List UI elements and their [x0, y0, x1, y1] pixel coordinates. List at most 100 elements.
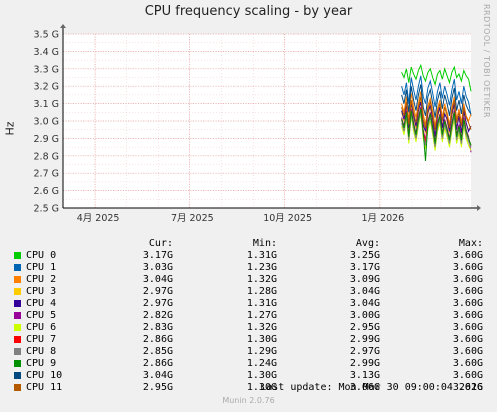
legend-name: CPU 8: [26, 346, 57, 357]
munin-version: Munin 2.0.76: [222, 396, 275, 405]
legend-name: CPU 2: [26, 274, 57, 285]
legend-cur: 2.83G: [142, 322, 173, 333]
x-tick-label: 7月 2025: [171, 213, 214, 224]
legend-swatch: [14, 336, 21, 343]
legend-name: CPU 0: [26, 250, 57, 261]
legend-name: CPU 6: [26, 322, 57, 333]
legend-min: 1.24G: [246, 358, 277, 369]
legend-max: 3.60G: [452, 334, 483, 345]
y-tick-label: 3.2 G: [34, 82, 60, 93]
rrdtool-credit: RRDTOOL / TOBI OETIKER: [482, 4, 491, 119]
series-line: [401, 63, 472, 92]
legend-name: CPU 4: [26, 298, 57, 309]
legend-name: CPU 11: [26, 382, 63, 393]
legend-cur: 2.82G: [142, 310, 173, 321]
legend-max: 3.60G: [452, 250, 483, 261]
legend-cur: 3.04G: [142, 274, 173, 285]
y-axis-arrow: [60, 24, 66, 28]
y-tick-label: 3.5 G: [34, 30, 60, 41]
legend-avg: 2.97G: [349, 346, 380, 357]
legend-avg: 3.04G: [349, 298, 380, 309]
legend-swatch: [14, 324, 21, 331]
legend-avg: 3.25G: [349, 250, 380, 261]
legend-name: CPU 5: [26, 310, 57, 321]
legend-swatch: [14, 252, 21, 259]
legend-name: CPU 1: [26, 262, 57, 273]
legend-row: CPU 4 2.97G 1.31G 3.04G 3.60G: [0, 298, 497, 310]
legend-swatch: [14, 348, 21, 355]
legend-min: 1.29G: [246, 346, 277, 357]
chart-title: CPU frequency scaling - by year: [144, 4, 353, 19]
legend-row: CPU 7 2.86G 1.30G 2.99G 3.60G: [0, 334, 497, 346]
legend-name: CPU 3: [26, 286, 57, 297]
y-tick-label: 3.1 G: [34, 99, 60, 110]
legend-avg: 3.17G: [349, 262, 380, 273]
legend-name: CPU 9: [26, 358, 57, 369]
legend-avg: 3.06G: [349, 382, 380, 393]
x-tick-label: 1月 2026: [361, 213, 404, 224]
legend-cur: 3.04G: [142, 370, 173, 381]
legend-row: CPU 11 2.95G 1.30G 3.06G 3.61G: [0, 382, 497, 394]
legend-min: 1.32G: [246, 274, 277, 285]
legend-min: 1.30G: [246, 370, 277, 381]
x-tick-label: 4月 2025: [77, 213, 120, 224]
legend-max: 3.60G: [452, 346, 483, 357]
legend-row: CPU 6 2.83G 1.32G 2.95G 3.60G: [0, 322, 497, 334]
legend-cur: 2.97G: [142, 298, 173, 309]
y-tick-label: 2.6 G: [34, 186, 60, 197]
legend-max: 3.61G: [452, 382, 483, 393]
legend-row: CPU 0 3.17G 1.31G 3.25G 3.60G: [0, 250, 497, 262]
legend-row: CPU 2 3.04G 1.32G 3.09G 3.60G: [0, 274, 497, 286]
legend-swatch: [14, 264, 21, 271]
legend-name: CPU 10: [26, 370, 63, 381]
legend-min: 1.30G: [246, 334, 277, 345]
legend-cur: 2.86G: [142, 358, 173, 369]
legend-max: 3.60G: [452, 370, 483, 381]
series-line: [401, 84, 472, 118]
series-line: [401, 101, 472, 137]
y-tick-label: 2.5 G: [34, 204, 60, 215]
legend-max: 3.60G: [452, 310, 483, 321]
legend-min: 1.30G: [246, 382, 277, 393]
legend-row: CPU 8 2.85G 1.29G 2.97G 3.60G: [0, 346, 497, 358]
legend-min: 1.23G: [246, 262, 277, 273]
legend-row: CPU 9 2.86G 1.24G 2.99G 3.60G: [0, 358, 497, 370]
legend-avg: 3.13G: [349, 370, 380, 381]
y-tick-label: 3.4 G: [34, 47, 60, 58]
legend-header: Cur: Min: Avg: Max:: [0, 238, 497, 250]
legend-cur: 3.03G: [142, 262, 173, 273]
legend-max: 3.60G: [452, 286, 483, 297]
legend-cur: 2.97G: [142, 286, 173, 297]
legend-swatch: [14, 300, 21, 307]
legend-max: 3.60G: [452, 274, 483, 285]
legend-max: 3.60G: [452, 322, 483, 333]
legend-avg: 3.09G: [349, 274, 380, 285]
legend-row: CPU 10 3.04G 1.30G 3.13G 3.60G: [0, 370, 497, 382]
plot-area: 2.5 G 2.6 G 2.7 G 2.8 G 2.9 G 3.0 G 3.1 G 3.2 G…: [34, 24, 481, 224]
legend-row: CPU 3 2.97G 1.28G 3.04G 3.60G: [0, 286, 497, 298]
last-update: Last update: Mon Mar 30 09:00:04 2026: [260, 382, 483, 393]
legend-min: 1.32G: [246, 322, 277, 333]
legend-swatch: [14, 372, 21, 379]
series-line: [401, 96, 472, 130]
header-min: Min:: [252, 238, 277, 249]
series-line: [401, 108, 472, 162]
legend-cur: 2.95G: [142, 382, 173, 393]
legend-row: CPU 5 2.82G 1.27G 3.00G 3.60G: [0, 310, 497, 322]
y-tick-label: 3.3 G: [34, 64, 60, 75]
legend-swatch: [14, 384, 21, 391]
x-tick-label: 10月 2025: [263, 213, 312, 224]
y-tick-label: 3.0 G: [34, 117, 60, 128]
legend-max: 3.60G: [452, 358, 483, 369]
y-tick-label: 2.9 G: [34, 134, 60, 145]
y-tick-label: 2.8 G: [34, 151, 60, 162]
legend-avg: 2.95G: [349, 322, 380, 333]
legend-cur: 2.86G: [142, 334, 173, 345]
legend-min: 1.31G: [246, 298, 277, 309]
x-axis-arrow: [477, 205, 481, 211]
header-cur: Cur:: [148, 238, 173, 249]
legend-avg: 3.00G: [349, 310, 380, 321]
legend-swatch: [14, 276, 21, 283]
legend-max: 3.60G: [452, 262, 483, 273]
